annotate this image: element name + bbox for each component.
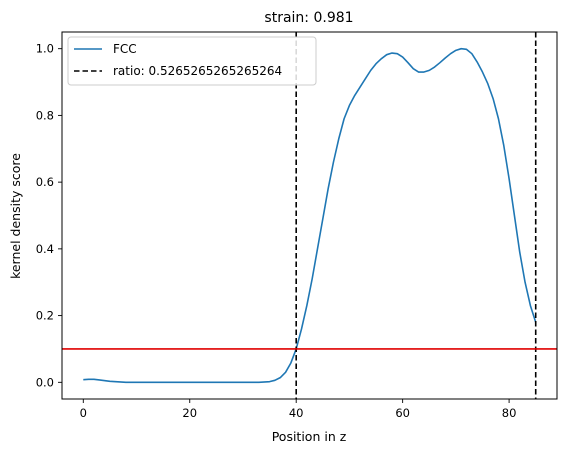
x-tick-label: 40 [289, 406, 304, 420]
x-tick-label: 20 [182, 406, 197, 420]
legend-label-ratio: ratio: 0.5265265265265264 [113, 64, 282, 78]
y-axis-label: kernel density score [8, 153, 23, 279]
x-tick-label: 60 [395, 406, 410, 420]
series-line-0 [83, 47, 537, 384]
plot-area [62, 32, 557, 399]
legend: FCC ratio: 0.5265265265265264 [67, 36, 317, 86]
legend-label-fcc: FCC [113, 42, 137, 56]
legend-box [67, 36, 317, 86]
y-tick-label: 1.0 [36, 42, 54, 56]
x-axis-label: Position in z [272, 429, 347, 444]
x-tick-label: 0 [80, 406, 87, 420]
x-axis: 0 20 40 60 80 [80, 399, 517, 420]
y-tick-label: 0.8 [36, 108, 54, 122]
y-tick-label: 0.6 [36, 175, 54, 189]
y-tick-label: 0.4 [36, 242, 54, 256]
y-axis: 0.0 0.2 0.4 0.6 0.8 1.0 [36, 42, 62, 389]
chart-title: strain: 0.981 [264, 10, 353, 26]
y-tick-label: 0.0 [36, 375, 54, 389]
plot-frame [61, 31, 558, 400]
y-tick-label: 0.2 [36, 309, 54, 323]
x-tick-label: 80 [502, 406, 517, 420]
